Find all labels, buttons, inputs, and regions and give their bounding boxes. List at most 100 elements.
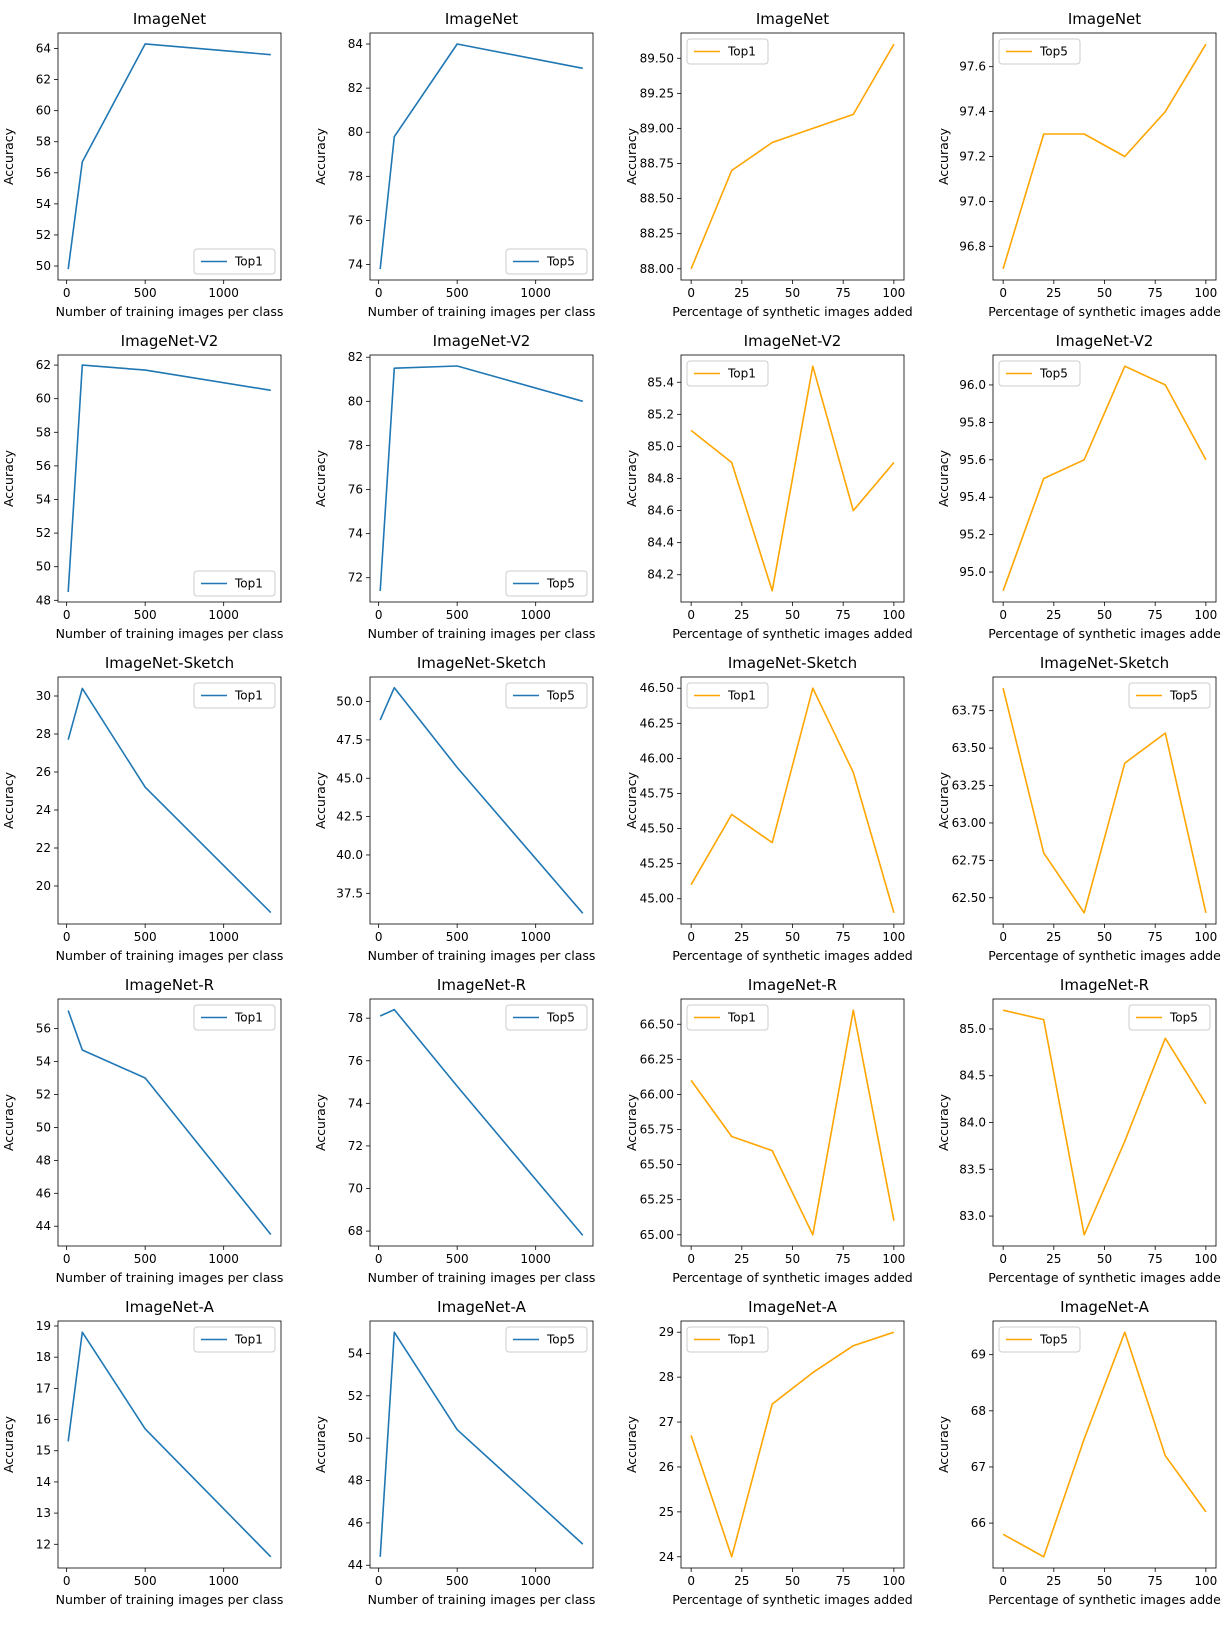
x-tick-label: 1000: [520, 286, 551, 300]
y-tick-label: 48: [348, 1474, 363, 1488]
legend: Top1: [686, 1004, 769, 1031]
subplot-title: ImageNet-R: [748, 976, 837, 994]
y-tick-label: 44: [36, 1219, 51, 1233]
y-tick-label: 96.8: [959, 239, 986, 253]
y-tick-label: 54: [348, 1346, 363, 1360]
subplot-title: ImageNet-Sketch: [1040, 654, 1169, 672]
y-tick-label: 45.25: [640, 857, 674, 871]
x-tick-label: 25: [1046, 608, 1061, 622]
legend-box: [505, 570, 588, 597]
y-tick-label: 45.0: [336, 771, 363, 785]
x-axis-label: Percentage of synthetic images adde: [988, 304, 1221, 319]
x-tick-label: 50: [785, 608, 800, 622]
x-axis-label: Number of training images per class: [56, 626, 284, 641]
y-tick-label: 52: [348, 1389, 363, 1403]
y-axis-label: Accuracy: [624, 1093, 639, 1151]
legend-box: [193, 248, 276, 275]
y-tick-label: 54: [36, 1055, 51, 1069]
subplot-title: ImageNet-V2: [744, 332, 842, 350]
x-tick-label: 75: [1148, 286, 1163, 300]
series-line: [690, 365, 895, 592]
y-tick-label: 97.6: [959, 60, 986, 74]
y-tick-label: 95.8: [959, 415, 986, 429]
x-axis-label: Percentage of synthetic images added: [672, 626, 912, 641]
legend: Top1: [193, 248, 276, 275]
legend-label: Top5: [546, 1333, 575, 1347]
subplot: ImageNet-Sketch 0 25 50 75 100 62.50 62.75 63.00…: [936, 654, 1221, 963]
y-tick-label: 60: [36, 104, 51, 118]
y-tick-label: 76: [348, 1054, 363, 1068]
y-tick-label: 54: [36, 197, 51, 211]
y-tick-label: 66.25: [640, 1052, 674, 1066]
x-axis-label: Percentage of synthetic images adde: [988, 626, 1221, 641]
x-tick-label: 100: [1194, 608, 1217, 622]
y-tick-label: 52: [36, 526, 51, 540]
legend-box: [193, 570, 276, 597]
series-line: [690, 1331, 895, 1558]
y-tick-label: 83.5: [959, 1162, 986, 1176]
x-tick-label: 50: [785, 1252, 800, 1266]
x-tick-label: 500: [446, 930, 469, 944]
subplot: ImageNet-A 0 500 1000 12 13 14 15 16 17 18 19 Number…: [1, 1298, 283, 1607]
x-tick-label: 100: [1194, 286, 1217, 300]
y-tick-label: 46.00: [640, 751, 674, 765]
legend: Top5: [505, 248, 588, 275]
x-axis-label: Number of training images per class: [368, 626, 596, 641]
y-tick-label: 88.50: [640, 192, 674, 206]
x-tick-label: 25: [734, 1574, 749, 1588]
legend-box: [686, 1326, 769, 1353]
y-tick-label: 62: [36, 73, 51, 87]
subplot-title: ImageNet-V2: [121, 332, 219, 350]
y-tick-label: 84.0: [959, 1116, 986, 1130]
axes-frame: [369, 676, 594, 925]
legend-box: [998, 1326, 1081, 1353]
x-axis-label: Percentage of synthetic images added: [672, 1270, 912, 1285]
subplot: ImageNet 0 500 1000 50 52 54 56 58 60 62 64 Number o…: [1, 10, 283, 319]
y-tick-label: 50.0: [336, 695, 363, 709]
y-tick-label: 78: [348, 438, 363, 452]
x-tick-label: 50: [1097, 608, 1112, 622]
y-tick-label: 76: [348, 213, 363, 227]
y-tick-label: 25: [659, 1505, 674, 1519]
y-tick-label: 78: [348, 1011, 363, 1025]
x-axis-label: Number of training images per class: [368, 1270, 596, 1285]
x-axis-label: Number of training images per class: [56, 1592, 284, 1607]
y-axis-label: Accuracy: [313, 771, 328, 829]
x-tick-label: 0: [687, 286, 695, 300]
x-axis-label: Number of training images per class: [368, 948, 596, 963]
x-tick-label: 500: [446, 1574, 469, 1588]
y-tick-label: 52: [36, 1088, 51, 1102]
y-tick-label: 65.75: [640, 1123, 674, 1137]
legend-label: Top1: [234, 1333, 263, 1347]
legend-box: [505, 1326, 588, 1353]
y-tick-label: 85.2: [647, 407, 674, 421]
y-tick-label: 96.0: [959, 378, 986, 392]
x-axis-label: Percentage of synthetic images added: [672, 1592, 912, 1607]
legend-box: [998, 38, 1081, 65]
axes-frame: [57, 998, 282, 1247]
y-tick-label: 95.0: [959, 565, 986, 579]
series-line: [690, 1009, 895, 1236]
x-tick-label: 75: [836, 1252, 851, 1266]
x-axis-label: Number of training images per class: [56, 948, 284, 963]
y-tick-label: 46: [348, 1516, 363, 1530]
legend-label: Top5: [1039, 45, 1068, 59]
y-tick-label: 37.5: [336, 886, 363, 900]
y-tick-label: 84.8: [647, 472, 674, 486]
x-tick-label: 25: [1046, 1252, 1061, 1266]
y-tick-label: 47.5: [336, 733, 363, 747]
subplot: ImageNet-V2 0 500 1000 72 74 76 78 80 82 Number of…: [313, 332, 595, 641]
x-axis-label: Percentage of synthetic images added: [672, 948, 912, 963]
series-line: [1002, 365, 1207, 592]
legend: Top1: [193, 1004, 276, 1031]
y-axis-label: Accuracy: [1, 1093, 16, 1151]
subplot-title: ImageNet-A: [125, 1298, 214, 1316]
y-tick-label: 88.75: [640, 157, 674, 171]
y-tick-label: 72: [348, 571, 363, 585]
x-tick-label: 500: [134, 1574, 157, 1588]
y-tick-label: 52: [36, 228, 51, 242]
series-line: [379, 1008, 584, 1236]
subplot-title: ImageNet: [1068, 10, 1141, 28]
series-line: [67, 687, 272, 914]
legend-label: Top1: [727, 1333, 756, 1347]
